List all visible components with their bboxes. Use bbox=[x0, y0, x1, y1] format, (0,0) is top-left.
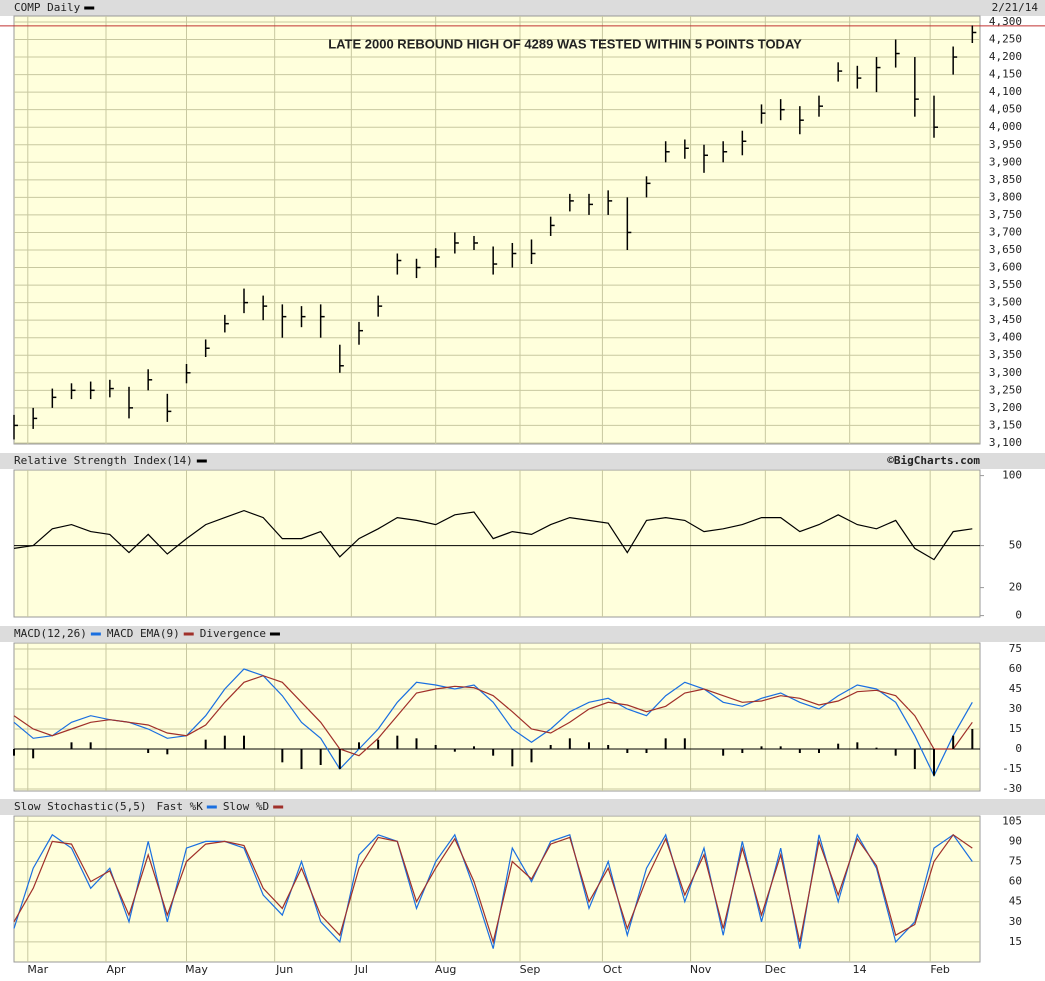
y-tick-label: 0 bbox=[1015, 742, 1022, 755]
y-tick-label: 3,350 bbox=[989, 348, 1022, 361]
legend-label: Relative Strength Index(14) bbox=[14, 454, 193, 467]
y-tick-label: 75 bbox=[1009, 855, 1022, 868]
series-line bbox=[13, 668, 973, 778]
y-tick-label: 4,200 bbox=[989, 50, 1022, 63]
panel-header bbox=[0, 799, 1045, 815]
y-tick-label: 15 bbox=[1009, 935, 1022, 948]
y-tick-label: -30 bbox=[1002, 782, 1022, 795]
series-line bbox=[13, 833, 973, 945]
legend-label: Fast %K bbox=[156, 800, 203, 813]
y-tick-label: 3,950 bbox=[989, 138, 1022, 151]
y-tick-label: 3,200 bbox=[989, 401, 1022, 414]
x-tick-label: 14 bbox=[853, 963, 867, 976]
x-tick-label: Apr bbox=[106, 963, 126, 976]
plot-area bbox=[13, 642, 981, 792]
annotation: LATE 2000 REBOUND HIGH OF 4289 WAS TESTE… bbox=[328, 36, 802, 51]
panel-header bbox=[0, 626, 1045, 642]
y-tick-label: 3,250 bbox=[989, 383, 1022, 396]
plot-area bbox=[13, 15, 981, 445]
y-tick-label: 4,100 bbox=[989, 85, 1022, 98]
x-tick-label: Nov bbox=[690, 963, 712, 976]
y-tick-label: 3,100 bbox=[989, 436, 1022, 449]
series-line bbox=[13, 675, 973, 757]
panel-header bbox=[0, 0, 1045, 16]
plot-area bbox=[13, 469, 981, 618]
y-tick-label: 30 bbox=[1009, 702, 1022, 715]
y-tick-label: 3,500 bbox=[989, 296, 1022, 309]
y-tick-label: 3,700 bbox=[989, 225, 1022, 238]
y-tick-label: 100 bbox=[1002, 469, 1022, 482]
x-tick-label: Oct bbox=[603, 963, 623, 976]
y-tick-label: 105 bbox=[1002, 814, 1022, 827]
y-tick-label: 3,900 bbox=[989, 155, 1022, 168]
y-tick-label: 4,250 bbox=[989, 33, 1022, 46]
x-tick-label: Jul bbox=[354, 963, 368, 976]
y-tick-label: 50 bbox=[1009, 539, 1022, 552]
legend-label: Slow %D bbox=[223, 800, 269, 813]
x-tick-label: Feb bbox=[930, 963, 949, 976]
y-tick-label: 45 bbox=[1009, 682, 1022, 695]
legend-label: MACD EMA(9) bbox=[107, 627, 180, 640]
x-tick-label: Aug bbox=[435, 963, 456, 976]
y-tick-label: 4,150 bbox=[989, 68, 1022, 81]
y-tick-label: 3,150 bbox=[989, 418, 1022, 431]
y-tick-label: 4,050 bbox=[989, 103, 1022, 116]
y-tick-label: 3,450 bbox=[989, 313, 1022, 326]
y-tick-label: 75 bbox=[1009, 642, 1022, 655]
legend-label: COMP Daily bbox=[14, 1, 81, 14]
y-tick-label: 3,650 bbox=[989, 243, 1022, 256]
y-tick-label: 4,000 bbox=[989, 120, 1022, 133]
x-tick-label: May bbox=[185, 963, 208, 976]
legend-label: Slow Stochastic(5,5) bbox=[14, 800, 146, 813]
x-tick-label: Mar bbox=[27, 963, 48, 976]
y-tick-label: 30 bbox=[1009, 915, 1022, 928]
y-tick-label: 45 bbox=[1009, 895, 1022, 908]
series-line bbox=[13, 509, 973, 561]
y-tick-label: 3,750 bbox=[989, 208, 1022, 221]
y-tick-label: 60 bbox=[1009, 875, 1022, 888]
y-tick-label: 3,550 bbox=[989, 278, 1022, 291]
y-tick-label: 20 bbox=[1009, 581, 1022, 594]
y-tick-label: 90 bbox=[1009, 834, 1022, 847]
date-label: 2/21/14 bbox=[992, 1, 1039, 14]
x-tick-label: Dec bbox=[765, 963, 786, 976]
x-tick-label: Jun bbox=[275, 963, 293, 976]
y-tick-label: 15 bbox=[1009, 722, 1022, 735]
y-tick-label: 3,800 bbox=[989, 190, 1022, 203]
y-tick-label: 3,850 bbox=[989, 173, 1022, 186]
y-tick-label: -15 bbox=[1002, 762, 1022, 775]
y-tick-label: 3,600 bbox=[989, 261, 1022, 274]
panel-header bbox=[0, 453, 1045, 469]
credit: ©BigCharts.com bbox=[887, 454, 980, 467]
y-tick-label: 3,400 bbox=[989, 331, 1022, 344]
legend-label: MACD(12,26) bbox=[14, 627, 87, 640]
y-tick-label: 60 bbox=[1009, 662, 1022, 675]
y-tick-label: 3,300 bbox=[989, 366, 1022, 379]
x-tick-label: Sep bbox=[520, 963, 541, 976]
y-tick-label: 4,300 bbox=[989, 15, 1022, 28]
y-tick-label: 0 bbox=[1015, 609, 1022, 622]
legend-label: Divergence bbox=[200, 627, 266, 640]
